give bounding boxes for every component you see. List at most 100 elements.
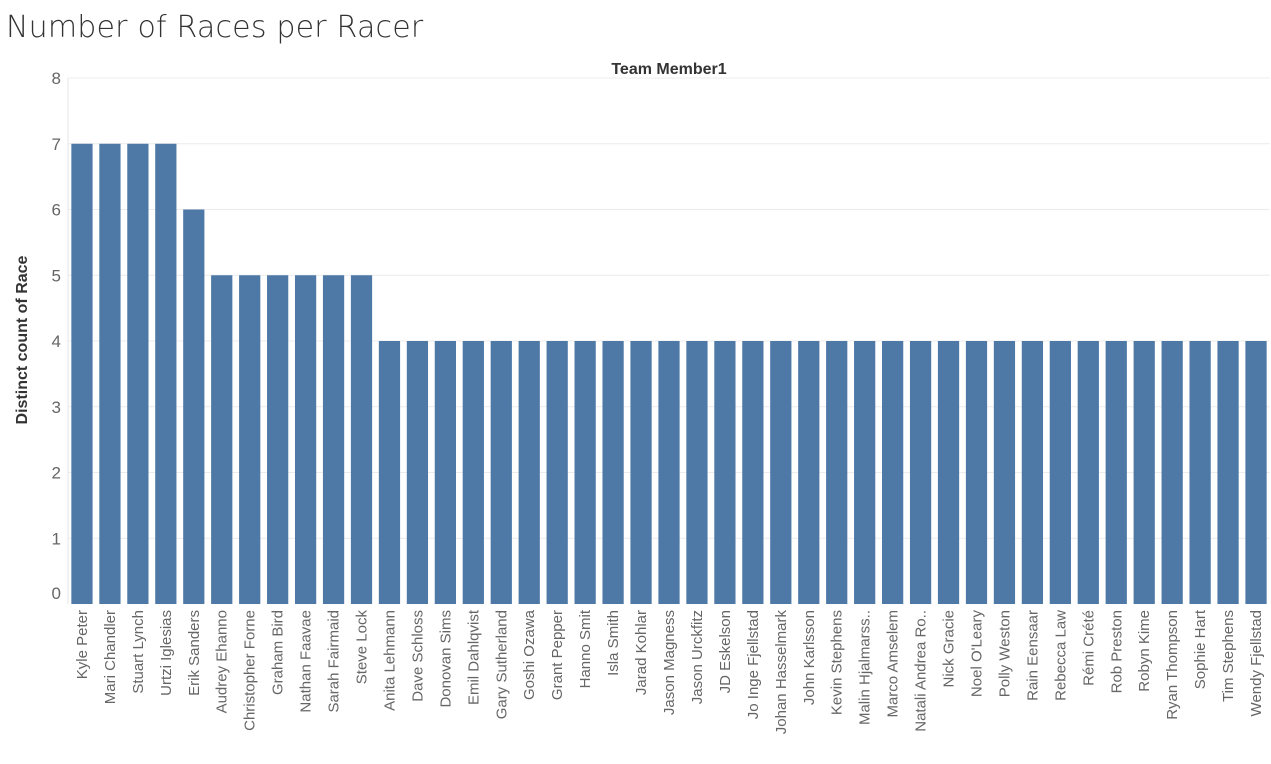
bar[interactable] (99, 143, 121, 604)
x-category-label: Hanno Smit (577, 609, 594, 688)
bar[interactable] (1133, 341, 1155, 604)
x-category-label: Rémi Crété (1080, 610, 1097, 686)
bar[interactable] (1077, 341, 1099, 604)
x-category-label: Tim Stephens (1220, 610, 1237, 702)
x-category-label: Sophie Hart (1192, 609, 1209, 689)
bar[interactable] (155, 143, 177, 604)
x-category-label: Ryan Thompson (1164, 610, 1181, 720)
y-axis-ticks: 0 1 2 3 4 5 6 7 8 (52, 69, 61, 603)
bar[interactable] (882, 341, 904, 604)
x-category-label: Johan Hasselmark (773, 610, 790, 735)
bar[interactable] (1217, 341, 1239, 604)
x-category-label: Jo Inge Fjellstad (745, 610, 762, 719)
bar[interactable] (518, 341, 540, 604)
bar[interactable] (686, 341, 708, 604)
bar[interactable] (770, 341, 792, 604)
bar[interactable] (1161, 341, 1183, 604)
x-category-label: Noel O'Leary (968, 610, 985, 698)
bar[interactable] (322, 275, 345, 604)
x-category-label: Nick Gracie (941, 610, 958, 688)
bar[interactable] (462, 341, 484, 604)
y-tick-label: 5 (52, 266, 61, 285)
x-category-label: Stuart Lynch (130, 610, 147, 694)
bar[interactable] (574, 341, 596, 604)
y-tick-label: 6 (52, 201, 61, 220)
bar[interactable] (909, 341, 932, 604)
bar[interactable] (434, 341, 456, 604)
x-category-label: Dave Schloss (409, 610, 426, 702)
x-category-label: Anita Lehmann (381, 610, 398, 711)
bar[interactable] (1049, 341, 1071, 604)
bar[interactable] (1189, 341, 1211, 604)
bar[interactable] (183, 209, 205, 605)
x-category-label: Marco Amselem (885, 610, 902, 718)
x-category-label: Rob Preston (1108, 610, 1125, 693)
x-category-label: Jason Magness (661, 610, 678, 715)
bar[interactable] (406, 341, 429, 604)
x-category-label: Malin Hjalmarss.. (857, 610, 874, 725)
bar[interactable] (1021, 341, 1044, 604)
bar[interactable] (826, 341, 848, 604)
bar[interactable] (378, 341, 401, 604)
x-category-label: Wendy Fjellstad (1248, 610, 1265, 716)
x-category-label: Erik Sanders (186, 610, 203, 696)
x-category-label: Christopher Forne (242, 610, 259, 731)
bar[interactable] (1245, 341, 1267, 604)
bar[interactable] (71, 143, 93, 604)
bar[interactable] (127, 143, 149, 604)
y-tick-label: 2 (52, 464, 61, 483)
y-tick-label: 1 (52, 529, 61, 548)
bar[interactable] (937, 341, 960, 604)
bar[interactable] (602, 341, 624, 604)
x-category-label: JD Eskelson (717, 610, 734, 693)
x-category-label: Jarad Kohlar (633, 610, 650, 695)
x-category-label: Sarah Fairmaid (326, 610, 343, 713)
y-axis-title: Distinct count of Race (14, 255, 31, 424)
y-tick-label: 7 (52, 135, 61, 154)
bar[interactable] (714, 341, 736, 604)
x-category-label: Rain Eensaar (1024, 610, 1041, 701)
x-category-label: Gary Sutherland (493, 610, 510, 719)
y-tick-label: 0 (52, 584, 61, 603)
y-tick-label: 8 (52, 69, 61, 88)
bar[interactable] (239, 275, 261, 604)
x-category-label: Audrey Ehanno (214, 610, 231, 713)
bar[interactable] (211, 275, 233, 604)
x-category-label: Grant Pepper (549, 610, 566, 700)
x-category-label: Jason Urckfitz (689, 610, 706, 704)
x-category-label: Emil Dahlqvist (465, 609, 482, 705)
x-category-label: Kyle Peter (74, 610, 91, 679)
x-category-label: Rebecca Law (1052, 610, 1069, 701)
bar[interactable] (546, 341, 568, 604)
x-category-label: Donovan Sims (437, 610, 454, 708)
bar[interactable] (742, 341, 764, 604)
bar[interactable] (965, 341, 988, 604)
x-category-label: Steve Lock (354, 610, 371, 685)
x-category-label: Isla Smith (605, 610, 622, 676)
bar[interactable] (350, 275, 373, 604)
x-category-label: Robyn Kime (1136, 610, 1153, 692)
bar[interactable] (658, 341, 680, 604)
page-title: Number of Races per Racer (6, 10, 424, 45)
bar[interactable] (490, 341, 512, 604)
bar[interactable] (854, 341, 876, 604)
y-tick-label: 4 (52, 332, 61, 351)
x-category-label: Graham Bird (270, 610, 287, 695)
x-axis-labels: Kyle Peter Mari Chandler Stuart Lynch Urtzi… (74, 609, 1265, 734)
bar[interactable] (1105, 341, 1127, 604)
x-category-label: Nathan Faavae (298, 610, 315, 713)
x-category-label: Natali Andrea Ro.. (913, 610, 930, 732)
bar[interactable] (993, 341, 1016, 604)
bar[interactable] (630, 341, 652, 604)
x-category-label: John Karlsson (801, 610, 818, 705)
bar[interactable] (798, 341, 820, 604)
bar[interactable] (267, 275, 289, 604)
x-category-label: Kevin Stephens (829, 610, 846, 715)
x-category-label: Mari Chandler (102, 610, 119, 704)
bar[interactable] (294, 275, 317, 604)
bars (71, 143, 1267, 605)
x-category-label: Polly Weston (996, 610, 1013, 697)
x-category-label: Urtzi Iglesias (158, 610, 175, 696)
x-category-label: Goshi Ozawa (521, 609, 538, 700)
